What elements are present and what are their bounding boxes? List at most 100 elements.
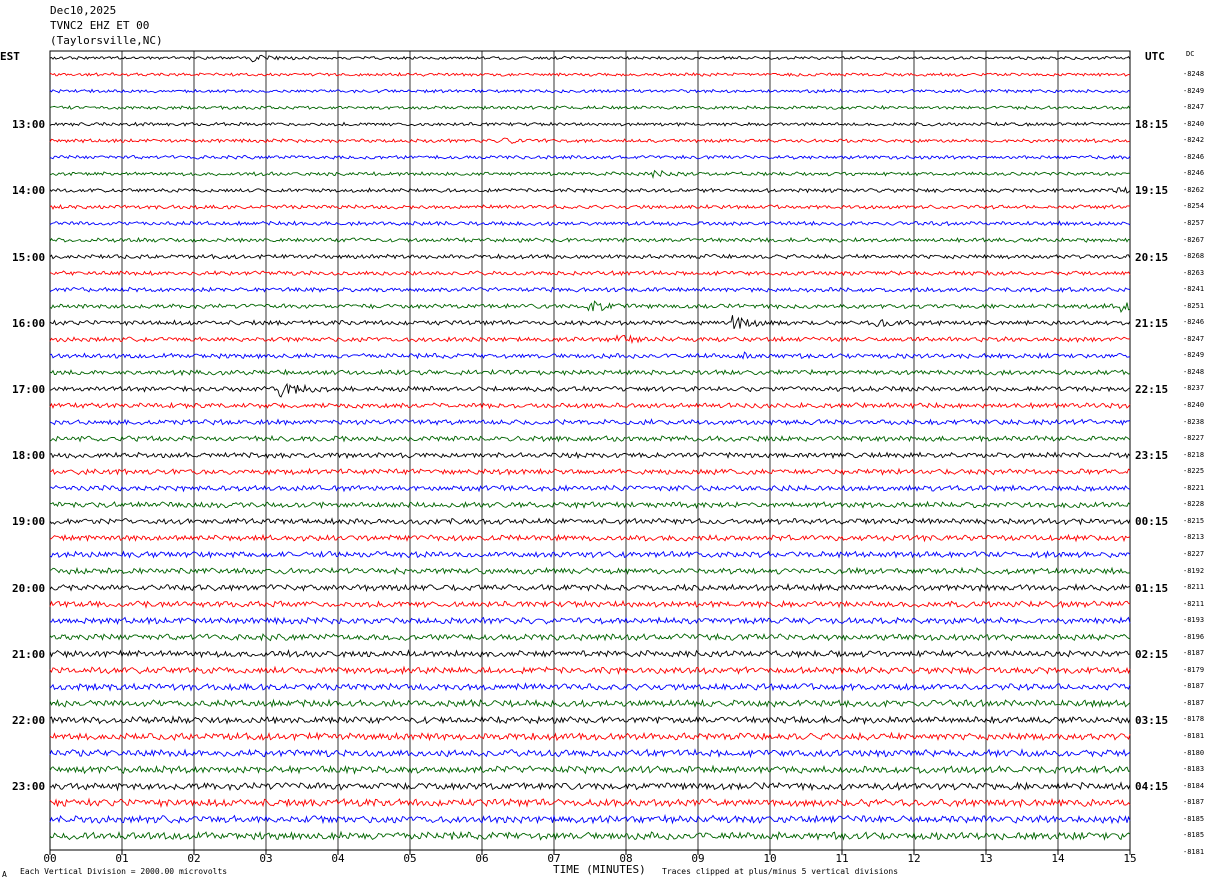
x-tick-label: 13 <box>979 852 993 865</box>
dc-offset-label: -8241 <box>1183 285 1205 294</box>
dc-offset-label: -8238 <box>1183 417 1205 426</box>
x-tick-label: 06 <box>475 852 489 865</box>
trace-line <box>49 104 1131 111</box>
trace-line <box>49 517 1131 526</box>
trace-line <box>49 715 1131 726</box>
right-hour-label: 21:15 <box>1135 316 1169 330</box>
trace-line <box>49 599 1131 609</box>
left-hour-label: 22:00 <box>12 714 46 727</box>
left-hour-label: 20:00 <box>12 581 46 595</box>
trace-line <box>49 748 1131 759</box>
trace-line <box>49 813 1131 825</box>
dc-offset-label: -8185 <box>1183 831 1205 840</box>
dc-offset-label: -8225 <box>1183 467 1205 476</box>
dc-offset-label: -8227 <box>1183 434 1205 443</box>
trace-line <box>49 334 1131 345</box>
trace-line <box>49 315 1131 329</box>
footer-mark: A <box>2 870 7 879</box>
trace-line <box>49 698 1131 709</box>
trace-line <box>49 550 1131 559</box>
dc-offset-label: -8242 <box>1183 136 1205 145</box>
dc-offset-label: -8251 <box>1183 301 1205 310</box>
right-hour-label: 18:15 <box>1135 118 1169 132</box>
dc-offset-label: -8193 <box>1183 616 1205 625</box>
trace-line <box>49 269 1131 277</box>
trace-line <box>49 236 1131 244</box>
x-tick-label: 08 <box>619 852 633 865</box>
x-tick-label: 14 <box>1051 852 1065 865</box>
trace-line <box>49 121 1131 127</box>
trace-line <box>49 500 1131 510</box>
trace-line <box>49 616 1131 626</box>
x-tick-label: 01 <box>115 852 129 865</box>
dc-offset-label: -8240 <box>1183 401 1205 409</box>
dc-offset-label: -8187 <box>1183 698 1205 707</box>
trace-line <box>49 401 1131 410</box>
right-hour-label: 04:15 <box>1135 780 1169 794</box>
dc-offset-label: -8181 <box>1183 732 1205 740</box>
minute-grid <box>49 50 1131 855</box>
trace-line <box>49 781 1131 792</box>
dc-offset-label: -8178 <box>1183 715 1205 724</box>
right-hour-label: 01:15 <box>1135 581 1169 595</box>
dc-offset-label: -8246 <box>1183 152 1205 161</box>
x-tick-label: 02 <box>187 852 201 865</box>
x-tick-label: 11 <box>835 852 849 865</box>
trace-line <box>49 632 1131 642</box>
left-hour-label: 14:00 <box>12 184 46 198</box>
trace-line <box>49 434 1131 443</box>
seismic-traces <box>49 54 1131 841</box>
right-hour-label: 02:15 <box>1135 647 1169 661</box>
trace-line <box>49 566 1131 576</box>
header-location: (Taylorsville,NC) <box>50 34 163 47</box>
clip-note: Traces clipped at plus/minus 5 vertical … <box>662 867 899 876</box>
x-tick-label: 09 <box>691 852 705 865</box>
dc-offset-label: -8227 <box>1183 549 1205 558</box>
trace-line <box>49 731 1131 742</box>
x-tick-label: 07 <box>547 852 561 865</box>
trace-line <box>49 467 1131 476</box>
dc-offset-label: -8187 <box>1183 682 1205 691</box>
left-hour-label: 17:00 <box>12 383 46 396</box>
dc-offset-label: -8221 <box>1183 483 1205 492</box>
dc-offset-label: -8211 <box>1183 583 1205 592</box>
x-tick-label: 05 <box>403 852 417 865</box>
trace-line <box>49 300 1131 313</box>
trace-line <box>49 54 1131 63</box>
trace-line <box>49 351 1131 360</box>
right-hour-label: 19:15 <box>1135 184 1169 198</box>
left-hour-label: 21:00 <box>12 647 46 661</box>
dc-offset-label: -8181 <box>1183 847 1205 856</box>
header-date: Dec10,2025 <box>50 4 117 17</box>
trace-line <box>49 253 1131 260</box>
trace-line <box>49 582 1131 593</box>
dc-offset-label: -8246 <box>1183 318 1205 327</box>
dc-offset-label: -8249 <box>1183 351 1205 360</box>
left-hour-label: 13:00 <box>12 118 46 132</box>
right-hour-label: 23:15 <box>1135 449 1169 463</box>
trace-line <box>49 418 1131 426</box>
dc-offset-label: -8196 <box>1183 632 1205 641</box>
trace-line <box>49 797 1131 809</box>
trace-line <box>49 648 1131 659</box>
dc-offset-label: -8248 <box>1183 70 1205 78</box>
dc-offset-label: -8180 <box>1183 748 1205 757</box>
dc-offset-label: -8246 <box>1183 169 1205 178</box>
dc-offset-label: -8192 <box>1183 566 1205 575</box>
right-hour-label: 03:15 <box>1135 714 1169 727</box>
left-hour-label: 19:00 <box>12 515 46 529</box>
dc-offset-label: -8240 <box>1183 119 1205 128</box>
trace-line <box>49 286 1131 293</box>
dc-offset-label: -8262 <box>1183 185 1205 194</box>
dc-offset-label: -8179 <box>1183 665 1205 674</box>
dc-offset-label: -8218 <box>1183 450 1205 459</box>
left-hour-label: 18:00 <box>12 449 46 463</box>
dc-offset-label: -8247 <box>1183 103 1205 112</box>
trace-line <box>49 154 1131 160</box>
scale-note: Each Vertical Division = 2000.00 microvo… <box>20 867 228 876</box>
dc-offset-label: -8215 <box>1183 516 1205 525</box>
dc-offset-label: -8257 <box>1183 218 1205 227</box>
dc-offset-label: -8211 <box>1183 599 1205 608</box>
right-hour-label: 00:15 <box>1135 515 1169 529</box>
right-hour-label: 20:15 <box>1135 250 1169 264</box>
